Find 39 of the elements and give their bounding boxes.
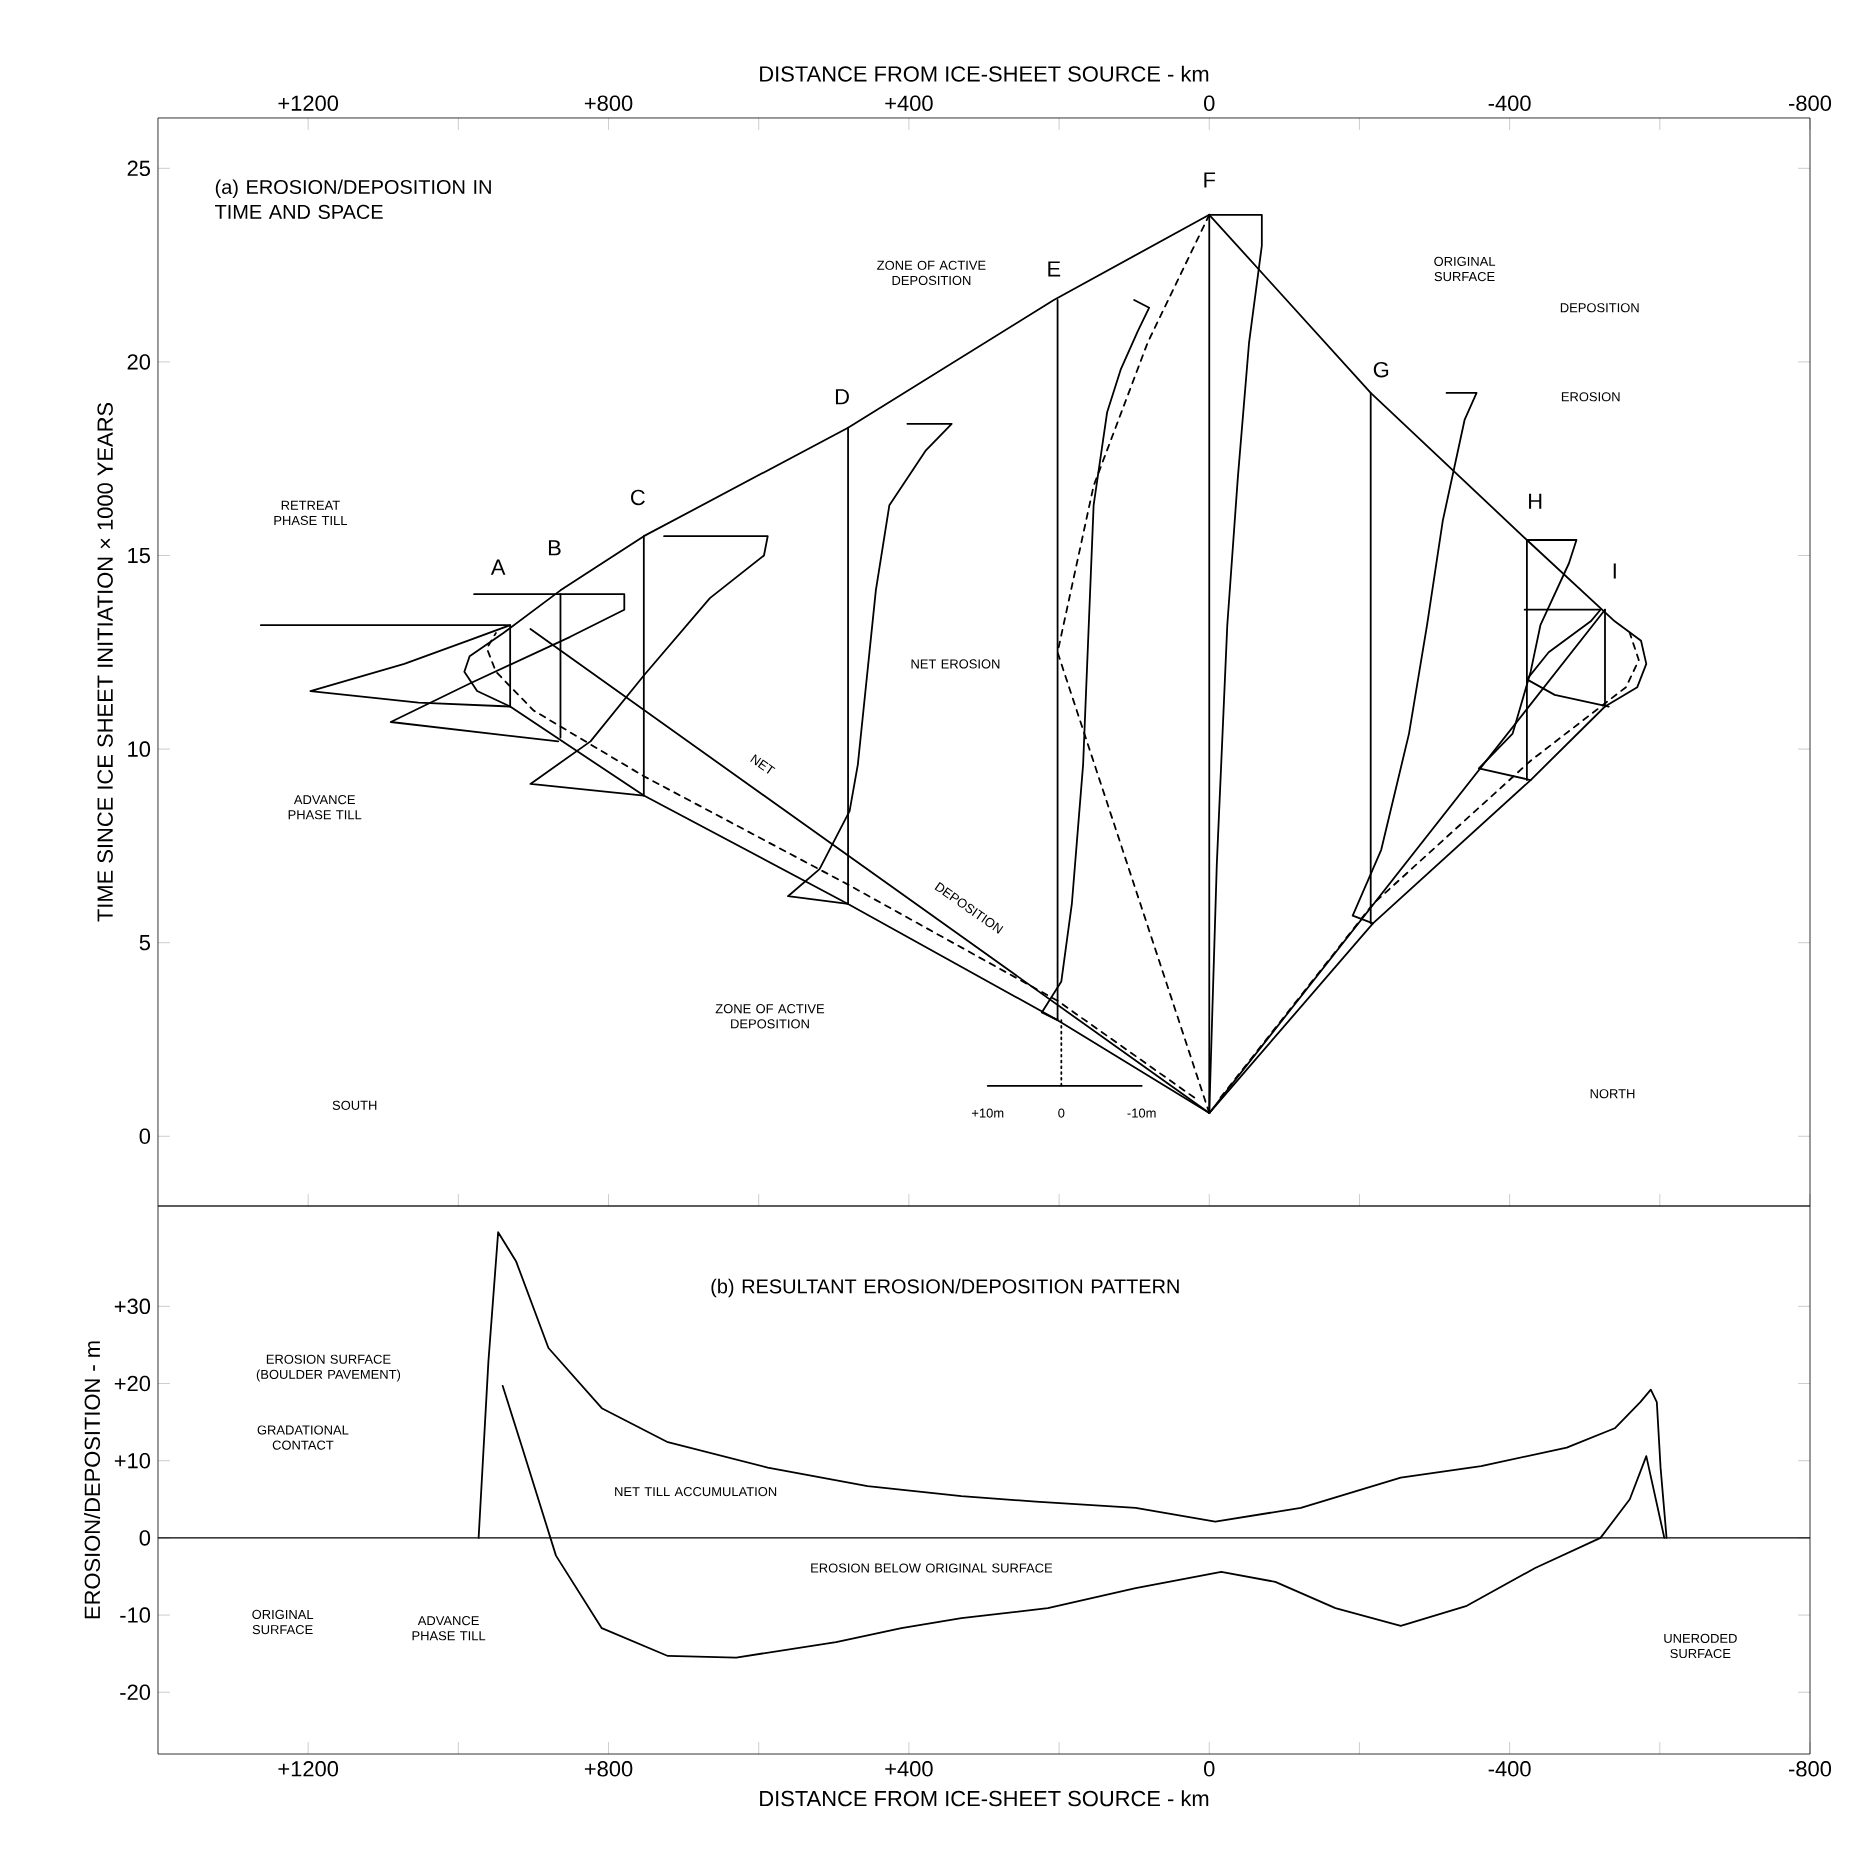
x-axis-title: DISTANCE FROM ICE-SHEET SOURCE - km [760,65,1209,82]
y-tick-label: 10 [128,741,151,757]
y-tick-label: 0 [139,1530,151,1546]
text: (a) EROSION/DEPOSITION IN TIME AND SPACE [215,179,491,219]
annotation: G [1373,361,1389,378]
annotation: D [835,389,849,405]
text: (b) RESULTANT EROSION/DEPOSITION PATTERN [711,1278,1179,1298]
annotation: F [1204,172,1216,188]
y-tick-label: 0 [139,1128,151,1145]
y-tick-label: -20 [120,1684,151,1701]
y-tick-label: -10 [120,1607,151,1623]
annotation: E [1048,261,1061,277]
x-tick-label: 0 [1204,95,1215,111]
x-tick-label: 0 [1204,1761,1215,1777]
annotation: A [490,559,506,575]
y-tick-label: 5 [139,935,150,951]
x-tick-label: -800 [1789,95,1832,111]
y-axis-title: TIME SINCE ICE SHEET INITIATION × 1000 YEARS [97,402,113,922]
x-tick-label: +800 [584,1761,633,1777]
y-tick-label: 20 [127,354,151,370]
x-axis-title: DISTANCE FROM ICE-SHEET SOURCE - km [760,1790,1209,1807]
x-tick-label: -800 [1789,1761,1832,1777]
annotation: C [631,489,645,506]
y-tick-label: +10 [114,1452,151,1469]
x-tick-label: +1200 [278,1761,339,1777]
y-tick-label: 15 [128,547,150,564]
annotation: B [548,540,561,556]
x-tick-label: -400 [1488,95,1531,111]
y-tick-label: +20 [114,1375,151,1392]
x-tick-label: +800 [584,95,633,111]
annotation: I [1613,563,1616,579]
x-tick-label: +400 [885,95,933,111]
y-tick-label: 25 [127,160,150,177]
annotation: H [1529,493,1542,509]
x-tick-label: +1200 [278,95,339,111]
x-tick-label: -400 [1488,1761,1531,1777]
y-axis-title: EROSION/DEPOSITION - m [83,1341,101,1619]
x-tick-label: +400 [885,1761,933,1777]
y-tick-label: +30 [114,1298,151,1315]
